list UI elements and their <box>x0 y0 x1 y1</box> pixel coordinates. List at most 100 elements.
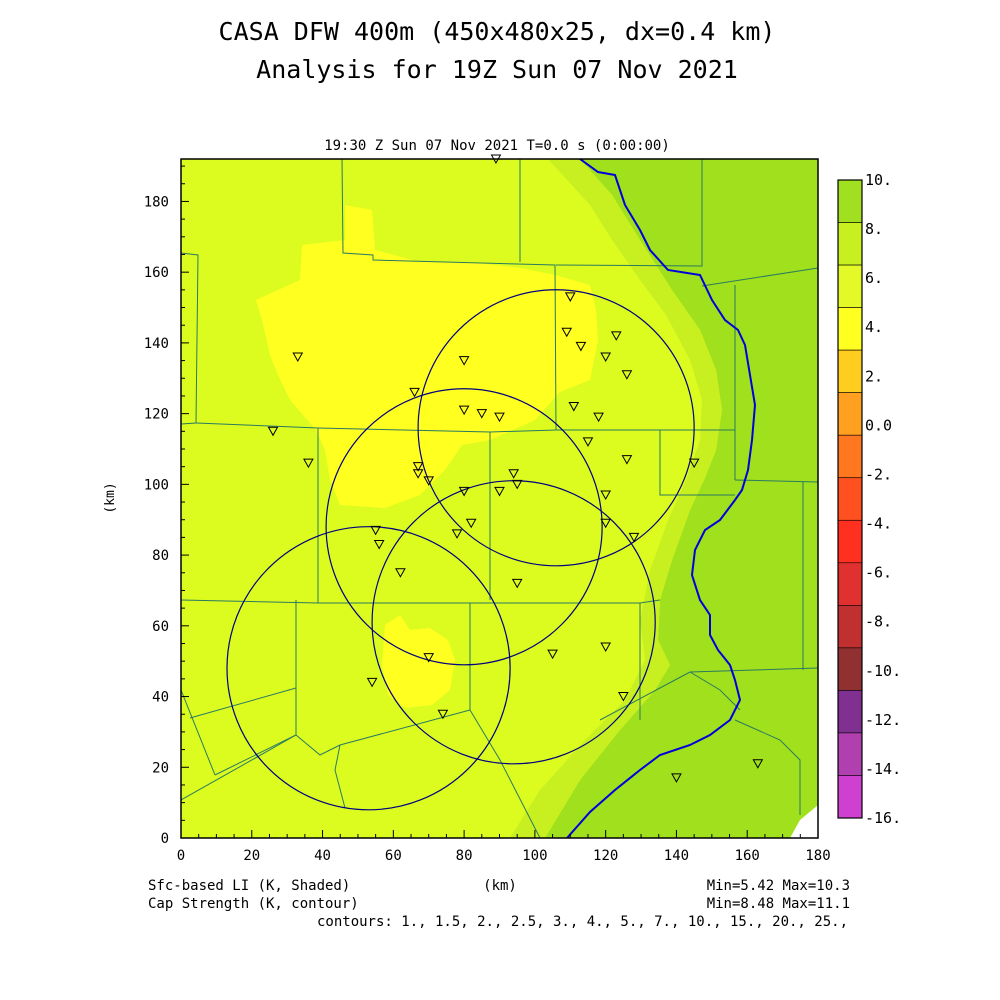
y-tick-label: 60 <box>152 619 169 635</box>
y-tick-label: 40 <box>152 690 169 706</box>
colorbar-swatch <box>837 647 863 691</box>
station-marker <box>412 469 424 479</box>
plot-time-label: 19:30 Z Sun 07 Nov 2021 T=0.0 s (0:00:00… <box>324 138 670 154</box>
field-yellow-north <box>256 205 598 508</box>
station-marker <box>494 412 505 423</box>
x-tick-label: 100 <box>522 848 547 864</box>
footer-range1: Min=5.42 Max=10.3 <box>707 878 850 894</box>
colorbar-swatch <box>837 392 863 436</box>
station-marker <box>458 486 470 497</box>
station-marker <box>508 469 520 479</box>
station-marker <box>621 370 633 380</box>
colorbar-swatch <box>837 434 863 479</box>
field-white-corner <box>790 805 818 838</box>
colorbar-label: -8. <box>865 613 892 631</box>
station-marker <box>600 642 612 653</box>
colorbar-swatch <box>837 732 863 776</box>
x-tick-label: 60 <box>385 848 402 864</box>
station-marker <box>437 709 449 720</box>
station-marker <box>465 518 477 529</box>
radar-circle-4 <box>226 526 511 811</box>
colorbar-swatch <box>837 690 863 734</box>
footer-range2: Min=8.48 Max=11.1 <box>707 896 850 912</box>
station-marker <box>423 476 435 486</box>
colorbar-swatch <box>837 307 863 351</box>
station-marker <box>511 479 523 490</box>
colorbar-label: 0.0 <box>865 416 892 434</box>
colorbar-label: 2. <box>865 367 883 385</box>
footer-field2: Cap Strength (K, contour) <box>148 896 359 912</box>
footer-contours: contours: 1., 1.5, 2., 2.5, 3., 4., 5., … <box>317 914 848 930</box>
x-tick-label: 40 <box>314 848 331 864</box>
colorbar-label: 4. <box>865 318 883 336</box>
station-marker <box>409 387 420 398</box>
colorbar-swatch <box>837 605 863 649</box>
x-tick-label: 20 <box>243 848 260 864</box>
station-marker <box>600 518 612 529</box>
station-marker <box>568 402 580 412</box>
colorbar-label: -6. <box>865 564 892 582</box>
y-tick-label: 140 <box>144 336 169 352</box>
station-marker <box>671 773 682 783</box>
y-tick-label: 120 <box>144 407 169 423</box>
station-marker <box>547 649 558 660</box>
station-marker <box>564 292 576 302</box>
colorbar-label: -16. <box>865 809 901 827</box>
colorbar-swatch <box>837 179 863 223</box>
radar-range-circles <box>226 289 695 811</box>
station-marker <box>561 327 573 338</box>
colorbar-frame <box>837 179 863 819</box>
station-marker <box>451 529 463 539</box>
field-lime-band <box>510 159 722 838</box>
station-marker <box>610 331 622 341</box>
x-tick-label: 120 <box>593 848 618 864</box>
station-marker <box>621 455 633 465</box>
y-tick-label: 160 <box>144 265 169 281</box>
x-tick-label: 0 <box>177 848 185 864</box>
radar-circle-2 <box>325 388 603 666</box>
y-tick-label: 80 <box>152 548 169 564</box>
y-tick-label: 100 <box>144 477 169 493</box>
colorbar-label: 6. <box>865 269 883 287</box>
station-marker <box>618 692 629 702</box>
station-marker <box>458 405 470 416</box>
colorbar-label: -12. <box>865 711 901 729</box>
station-marker <box>600 352 612 363</box>
station-marker <box>575 341 587 352</box>
colorbar-swatch <box>837 349 863 393</box>
station-marker <box>593 412 604 423</box>
x-axis: 0 20 40 60 80 100 120 140 160 180 <box>177 830 831 864</box>
station-marker <box>494 486 505 497</box>
county-boundaries <box>181 159 818 838</box>
colorbar-swatch <box>837 222 863 266</box>
station-marker <box>303 458 314 469</box>
station-marker <box>412 462 424 472</box>
station-marker <box>395 568 406 578</box>
station-marker <box>752 759 764 769</box>
station-marker <box>373 539 385 550</box>
colorbar-swatch <box>837 264 863 308</box>
x-tick-label: 180 <box>805 848 830 864</box>
y-tick-label: 20 <box>152 760 169 776</box>
field-yellow-south <box>382 615 455 708</box>
y-tick-label: 0 <box>161 831 169 847</box>
y-tick-label: 180 <box>144 194 169 210</box>
station-marker <box>511 578 523 589</box>
station-marker <box>582 437 594 447</box>
station-marker <box>476 409 488 419</box>
x-axis-unit: (km) <box>483 878 517 894</box>
title-line1: CASA DFW 400m (450x480x25, dx=0.4 km) <box>219 17 776 46</box>
station-marker <box>292 352 304 363</box>
station-marker <box>423 653 435 663</box>
y-axis-unit: (km) <box>103 482 118 513</box>
colorbar: 10. 8. 6. 4. 2. 0.0 -2. -4. -6. -8. -10. -12. -14. -1… <box>837 171 901 827</box>
footer-field1: Sfc-based LI (K, Shaded) <box>148 878 350 894</box>
x-tick-label: 140 <box>664 848 689 864</box>
colorbar-swatch <box>837 562 863 606</box>
x-tick-label: 80 <box>456 848 473 864</box>
shaded-field <box>181 159 818 838</box>
colorbar-label: -2. <box>865 465 892 483</box>
y-axis: 0 20 40 60 80 100 120 140 160 180 <box>144 165 189 847</box>
